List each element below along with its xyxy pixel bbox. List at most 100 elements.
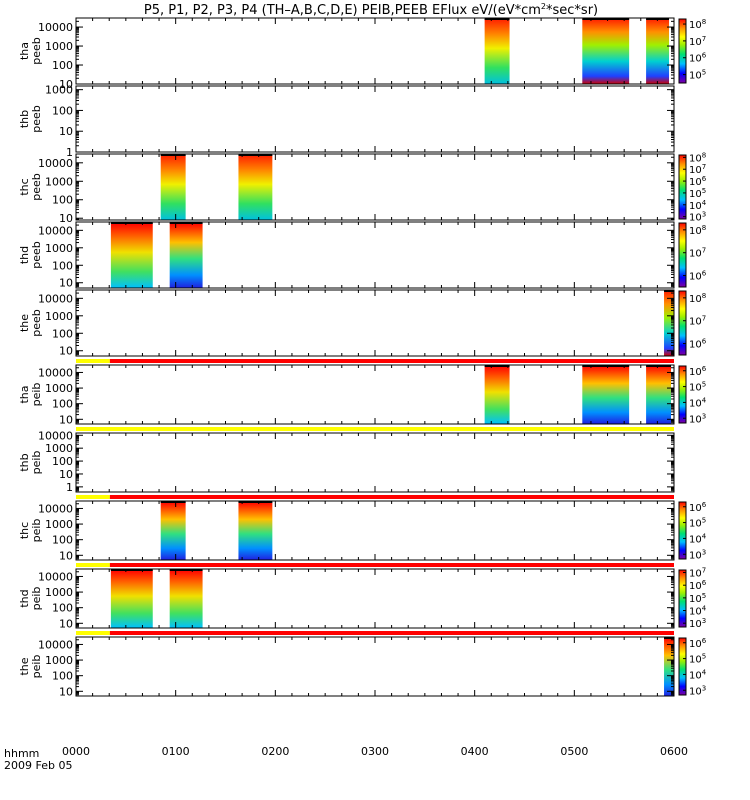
data-block-edge-tha-peeb-1 (582, 18, 630, 20)
cbar-label-thd-peib-4: 103 (689, 617, 706, 630)
data-block-thd-peib-0 (110, 570, 153, 628)
data-block-thd-peeb-1 (169, 223, 203, 288)
cbar-label-exp-thc-peib-1: 5 (702, 517, 706, 525)
ytick-label-the-peeb-0: 10000 (38, 292, 73, 305)
cbar-label-base-thd-peib-2: 10 (689, 594, 702, 605)
plot-frame-the-peeb (75, 289, 675, 357)
cbar-label-base-the-peib-3: 10 (689, 686, 702, 697)
cbar-label-thc-peib-0: 106 (689, 501, 707, 514)
ytick-label-thc-peeb-3: 10 (59, 212, 73, 225)
ytick-label-the-peib-2: 100 (52, 670, 73, 683)
cbar-label-the-peeb-2: 106 (689, 338, 707, 351)
cbar-label-the-peeb-0: 108 (689, 292, 706, 305)
ytick-label-thd-peib-3: 10 (59, 617, 73, 630)
cbar-label-thc-peeb-3: 105 (689, 187, 706, 200)
ytick-label-thc-peib-1: 1000 (45, 518, 73, 531)
ylabel-line2-the-peeb: peeb (30, 309, 43, 337)
cbar-label-tha-peib-3: 103 (689, 412, 706, 425)
ytick-label-thd-peib-2: 100 (52, 602, 73, 615)
ytick-label-thc-peib-0: 10000 (38, 502, 73, 515)
ytick-label-tha-peeb-3: 10 (59, 78, 73, 91)
cbar-label-tha-peeb-3: 105 (689, 69, 706, 82)
data-block-tha-peib-0 (484, 366, 510, 424)
cbar-label-thd-peib-3: 104 (689, 605, 707, 618)
cbar-label-thd-peib-2: 105 (689, 592, 706, 605)
cbar-label-base-the-peib-0: 10 (689, 639, 702, 650)
ylabel-line2-the-peib: peib (30, 655, 43, 679)
ytick-label-tha-peeb-1: 1000 (45, 40, 73, 53)
data-block-thc-peeb-1 (238, 155, 273, 220)
ytick-label-the-peib-3: 10 (59, 685, 73, 698)
data-block-tha-peeb-2 (646, 19, 670, 84)
cbar-label-tha-peeb-1: 107 (689, 35, 706, 48)
cbar-label-the-peib-2: 104 (689, 668, 707, 681)
ylabel-line1-thb-peeb: thb (18, 110, 31, 128)
ylabel-line2-thc-peib: peib (30, 519, 43, 543)
data-block-the-peeb-0 (664, 291, 674, 356)
colorbar-thd-peeb (678, 222, 687, 288)
data-block-tha-peeb-0 (484, 19, 510, 84)
cbar-label-base-thc-peeb-1: 10 (689, 165, 702, 176)
cbar-label-the-peib-3: 103 (689, 684, 706, 697)
ylabel-line1-tha-peib: tha (18, 385, 31, 403)
data-block-tha-peeb-1 (582, 19, 630, 84)
ylabel-thb-peib: thbpeib (18, 451, 43, 475)
cbar-label-exp-the-peib-3: 3 (702, 684, 706, 692)
plot-frame-the-peib (75, 636, 675, 697)
cbar-label-base-tha-peeb-0: 10 (689, 20, 702, 31)
status-bar-thb-peib-0 (76, 427, 674, 431)
data-block-thc-peeb-0 (160, 155, 186, 220)
data-block-edge-tha-peib-0 (484, 365, 510, 367)
ylabel-line1-the-peeb: the (18, 314, 31, 332)
colorbar-the-peeb (678, 290, 687, 356)
cbar-label-tha-peeb-2: 106 (689, 52, 707, 65)
ytick-label-thd-peib-1: 1000 (45, 586, 73, 599)
data-block-edge-tha-peeb-0 (484, 18, 510, 20)
ylabel-thb-peeb: thbpeeb (18, 105, 43, 133)
cbar-label-tha-peib-2: 104 (689, 396, 707, 409)
ytick-label-thc-peeb-1: 1000 (45, 175, 73, 188)
ytick-label-tha-peeb-0: 10000 (38, 21, 73, 34)
cbar-label-exp-thd-peib-1: 6 (702, 579, 707, 587)
cbar-label-thc-peib-2: 104 (689, 532, 707, 545)
cbar-label-exp-thd-peib-3: 4 (702, 605, 707, 613)
ylabel-the-peib: thepeib (18, 655, 43, 679)
cbar-label-exp-the-peib-2: 4 (702, 668, 707, 676)
cbar-label-exp-the-peeb-2: 6 (702, 338, 707, 346)
cbar-label-thd-peeb-0: 108 (689, 224, 706, 237)
cbar-label-base-thd-peib-4: 10 (689, 619, 702, 630)
ytick-label-thd-peeb-0: 10000 (38, 224, 73, 237)
plot-frame-thd-peib (75, 568, 675, 629)
ylabel-line1-thd-peib: thd (18, 589, 31, 607)
ytick-label-thd-peeb-1: 1000 (45, 242, 73, 255)
ytick-label-tha-peib-3: 10 (59, 413, 73, 426)
cbar-label-thc-peeb-2: 106 (689, 175, 707, 188)
cbar-label-base-thd-peeb-0: 10 (689, 226, 702, 237)
cbar-label-exp-thc-peeb-5: 3 (702, 211, 706, 219)
xtick-label-4: 0400 (461, 745, 489, 758)
cbar-label-exp-thd-peib-2: 5 (702, 592, 706, 600)
data-block-edge-thd-peeb-0 (110, 222, 153, 224)
cbar-label-thc-peib-3: 103 (689, 548, 706, 561)
cbar-label-exp-tha-peeb-2: 6 (702, 52, 707, 60)
cbar-label-base-tha-peib-0: 10 (689, 367, 702, 378)
cbar-label-exp-thc-peeb-3: 5 (702, 187, 706, 195)
cbar-label-base-thc-peeb-5: 10 (689, 213, 702, 224)
cbar-label-thd-peeb-2: 106 (689, 270, 707, 283)
ytick-label-the-peeb-2: 100 (52, 327, 73, 340)
data-block-tha-peib-1 (582, 366, 630, 424)
panels: 10000100010010thapeeb1081071061051000100… (18, 17, 707, 698)
ylabel-line1-thb-peib: thb (18, 453, 31, 471)
ylabel-tha-peib: thapeib (18, 383, 43, 407)
data-block-thd-peib-1 (169, 570, 203, 628)
status-bar-thc-peib-0 (76, 495, 110, 499)
cbar-label-base-the-peib-2: 10 (689, 670, 702, 681)
ylabel-line2-tha-peib: peib (30, 383, 43, 407)
cbar-label-exp-thc-peeb-2: 6 (702, 175, 707, 183)
ylabel-line2-thd-peeb: peeb (30, 241, 43, 269)
cbar-label-exp-tha-peeb-0: 8 (702, 18, 706, 26)
cbar-label-exp-thd-peib-4: 3 (702, 617, 706, 625)
data-block-edge-thd-peib-1 (169, 569, 203, 571)
plot-frame-thb-peeb (75, 85, 675, 153)
ylabel-line1-thc-peib: thc (18, 522, 31, 539)
